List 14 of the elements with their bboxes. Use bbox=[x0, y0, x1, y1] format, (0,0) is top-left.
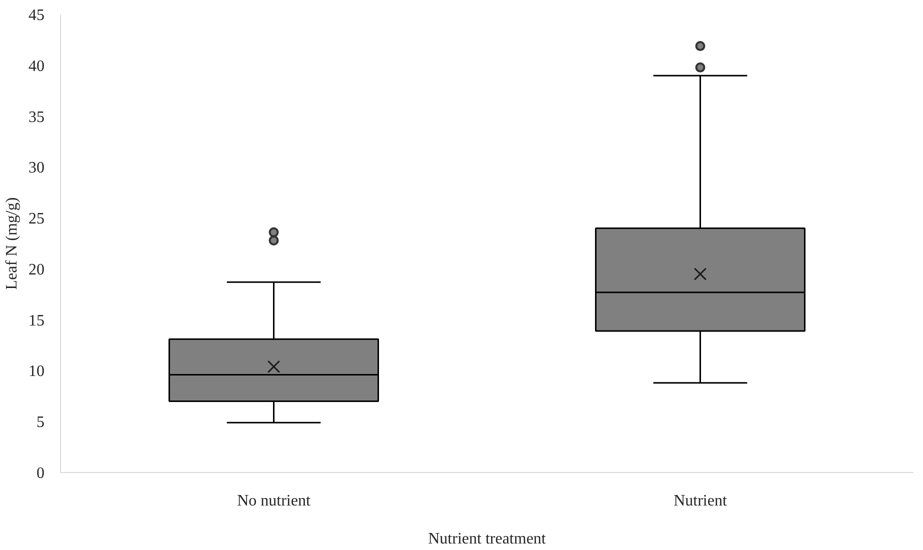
y-tick-label: 0 bbox=[36, 465, 44, 482]
x-tick-label: No nutrient bbox=[237, 492, 311, 510]
y-tick-label: 45 bbox=[28, 7, 44, 24]
y-tick-label: 20 bbox=[28, 261, 44, 278]
y-tick-label: 10 bbox=[28, 363, 44, 380]
y-tick-label: 15 bbox=[28, 312, 44, 330]
y-tick-label: 5 bbox=[36, 414, 44, 432]
x-tick-label: Nutrient bbox=[674, 492, 728, 510]
x-axis-title: Nutrient treatment bbox=[428, 530, 546, 548]
y-tick-label: 30 bbox=[28, 160, 44, 177]
y-tick-label: 35 bbox=[28, 108, 44, 126]
y-axis-title: Leaf N (mg/g) bbox=[4, 197, 20, 290]
y-tick-label: 25 bbox=[28, 210, 44, 228]
y-tick-label: 40 bbox=[28, 58, 44, 75]
